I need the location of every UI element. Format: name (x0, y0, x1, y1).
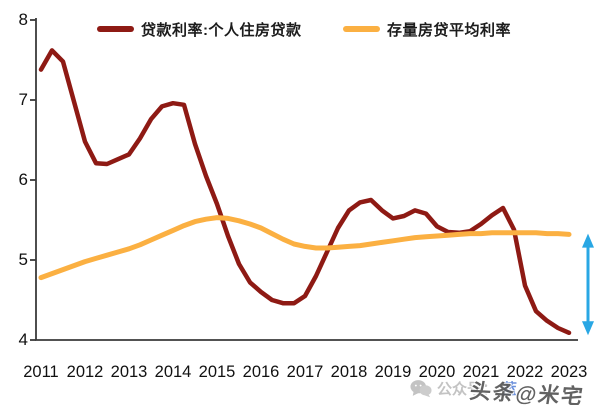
gap-arrow (582, 233, 594, 336)
x-tick-label: 2013 (110, 363, 148, 381)
x-tick-label: 2012 (66, 363, 104, 381)
x-tick-label: 2021 (462, 363, 500, 381)
x-tick-label: 2019 (374, 363, 412, 381)
x-tick-label: 2018 (330, 363, 368, 381)
x-tick-label: 2016 (242, 363, 280, 381)
x-tick-label: 2014 (154, 363, 192, 381)
x-tick-label: 2015 (198, 363, 236, 381)
x-tick-label: 2022 (506, 363, 544, 381)
gap-arrow-head-top (582, 233, 594, 248)
axes-group (30, 18, 578, 341)
series-group (38, 48, 572, 336)
y-tick-label: 4 (18, 330, 28, 349)
series-line-0 (38, 48, 572, 336)
x-tick-label: 2011 (23, 363, 59, 381)
gap-arrow-head-bottom (582, 321, 594, 336)
y-tick-label: 6 (18, 170, 28, 189)
y-tick-label: 8 (18, 10, 28, 29)
x-tick-label: 2020 (418, 363, 456, 381)
series-line-1 (38, 215, 572, 281)
x-tick-label: 2023 (550, 363, 588, 381)
x-tick-label: 2017 (286, 363, 324, 381)
y-tick-label: 7 (18, 90, 28, 109)
y-tick-label: 5 (18, 250, 28, 269)
